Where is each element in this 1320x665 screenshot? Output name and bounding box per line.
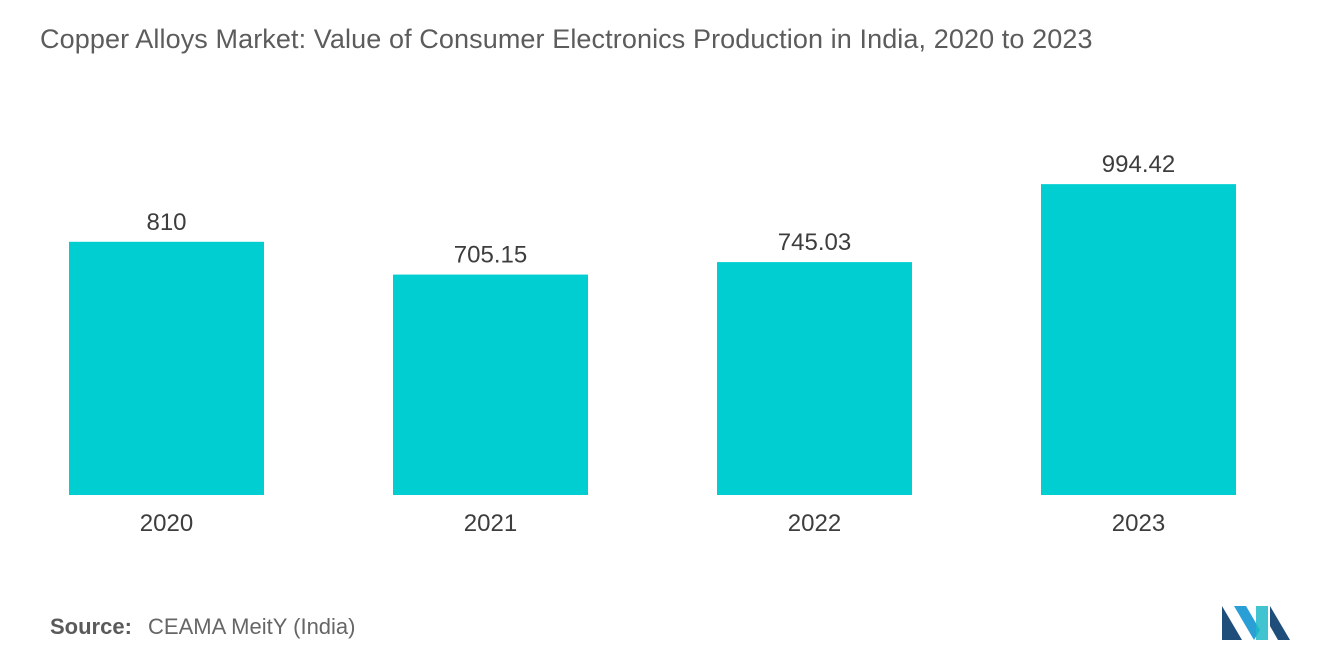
logo-shape-mid [1234, 606, 1260, 640]
bar-2023 [1041, 184, 1236, 496]
bar-2021 [393, 274, 588, 495]
logo-shape-right-b [1270, 606, 1290, 640]
x-tick-label-2021: 2021 [464, 510, 517, 537]
logo-shape-right-a [1256, 606, 1268, 640]
x-tick-label-2023: 2023 [1112, 510, 1165, 537]
chart-title: Copper Alloys Market: Value of Consumer … [40, 24, 1093, 54]
data-label-2021: 705.15 [454, 242, 527, 269]
x-tick-label-2020: 2020 [140, 510, 193, 537]
data-label-2023: 994.42 [1102, 151, 1175, 178]
mordor-intelligence-logo-icon [1222, 606, 1290, 640]
bar-2020 [69, 241, 264, 495]
data-label-2022: 745.03 [778, 229, 851, 256]
source-text: CEAMA MeitY (India) [148, 614, 356, 639]
bar-2022 [717, 262, 912, 495]
source-label: Source: [50, 614, 132, 639]
source-note: Source: CEAMA MeitY (India) [50, 614, 356, 640]
logo-shape-left [1222, 606, 1242, 640]
x-tick-label-2022: 2022 [788, 510, 841, 537]
data-label-2020: 810 [146, 209, 186, 236]
bar-chart: 810 2020 705.15 2021 745.03 2022 994.42 2023 [69, 151, 1236, 537]
